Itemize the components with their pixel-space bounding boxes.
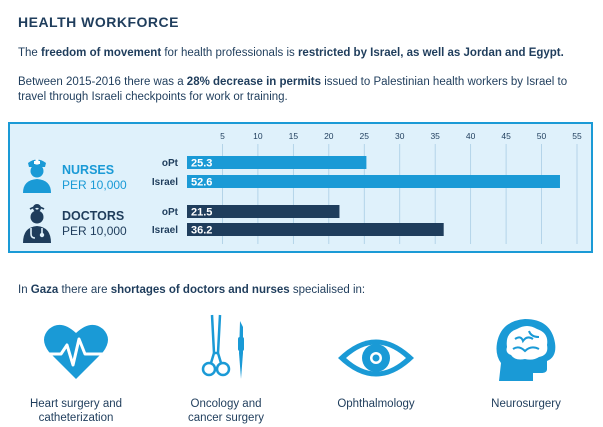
tick-label: 55 [572,131,582,141]
intro-paragraph-1: The freedom of movement for health profe… [18,46,564,61]
tick-label: 50 [537,131,547,141]
bar [187,223,444,236]
specialty-label: Oncology and [190,398,262,410]
doctors-title: DOCTORS [62,209,125,223]
bar [187,175,560,188]
gaza-bold: Gaza [30,284,59,296]
bar-category-label: oPt [162,207,179,218]
tick-label: 20 [324,131,334,141]
page-title: HEALTH WORKFORCE [18,14,179,30]
specialty-label: Neurosurgery [491,398,561,410]
tick-label: 35 [430,131,440,141]
bar-value-label: 25.3 [191,158,212,170]
brain-icon [496,319,556,381]
bar-value-label: 36.2 [191,225,212,237]
tick-label: 15 [289,131,299,141]
intro-text: The [18,47,42,59]
gaza-bold: shortages of doctors and nurses [110,284,290,296]
bar-value-label: 52.6 [191,177,212,189]
nurse-icon [23,159,51,193]
doctor-icon [23,204,51,243]
intro-bold: 28% decrease in permits [186,76,322,88]
specialty-neurosurgery: Neurosurgery [456,308,596,411]
eye-icon [338,339,414,377]
intro-text: Between 2015-2016 there was a [18,76,187,88]
specialty-label: Heart surgery and [29,398,123,410]
doctors-sub: PER 10,000 [62,224,127,238]
doctors-label: DOCTORS PER 10,000 [62,209,127,239]
bar [187,156,367,169]
bar-category-label: Israel [152,177,178,188]
bar-category-label: Israel [152,225,178,236]
specialty-label: cancer surgery [187,412,265,424]
specialty-heart: Heart surgery and catheterization [6,308,146,425]
bar-category-label: oPt [162,158,179,169]
intro-text: issued to Palestinian health workers by … [18,76,568,103]
bar-chart: 5 10 15 20 25 30 35 40 45 50 55 oPt 25.3 Israel 52.6 oP… [152,131,582,244]
gaza-text: specialised in: [289,284,366,296]
tick-label: 40 [466,131,476,141]
tick-label: 25 [360,131,370,141]
tick-label: 10 [253,131,263,141]
tick-label: 30 [395,131,405,141]
bar [187,205,340,218]
tick-label: 5 [220,131,225,141]
nurses-label: NURSES PER 10,000 [62,163,127,193]
bar-value-label: 21.5 [191,207,212,219]
specialty-oncology: Oncology and cancer surgery [156,308,296,425]
intro-bold: restricted by Israel, as well as Jordan … [297,47,564,59]
chart-panel: 5 10 15 20 25 30 35 40 45 50 55 oPt 25.3 Israel 52.6 oP… [8,122,593,253]
nurses-title: NURSES [62,163,115,177]
specialty-ophthalmology: Ophthalmology [306,308,446,411]
gaza-statement: In Gaza there are shortages of doctors a… [18,284,365,296]
specialty-label: catheterization [38,412,114,424]
heart-icon [41,324,111,379]
nurses-sub: PER 10,000 [62,178,127,192]
gaza-text: In [18,284,31,296]
intro-text: for health professionals is [161,47,298,59]
specialty-label: Ophthalmology [337,398,415,410]
surgical-tools-icon [201,314,244,379]
tick-label: 45 [501,131,511,141]
intro-paragraph-2: Between 2015-2016 there was a 28% decrea… [18,75,588,105]
gaza-text: there are [58,284,111,296]
intro-bold: freedom of movement [41,47,162,59]
